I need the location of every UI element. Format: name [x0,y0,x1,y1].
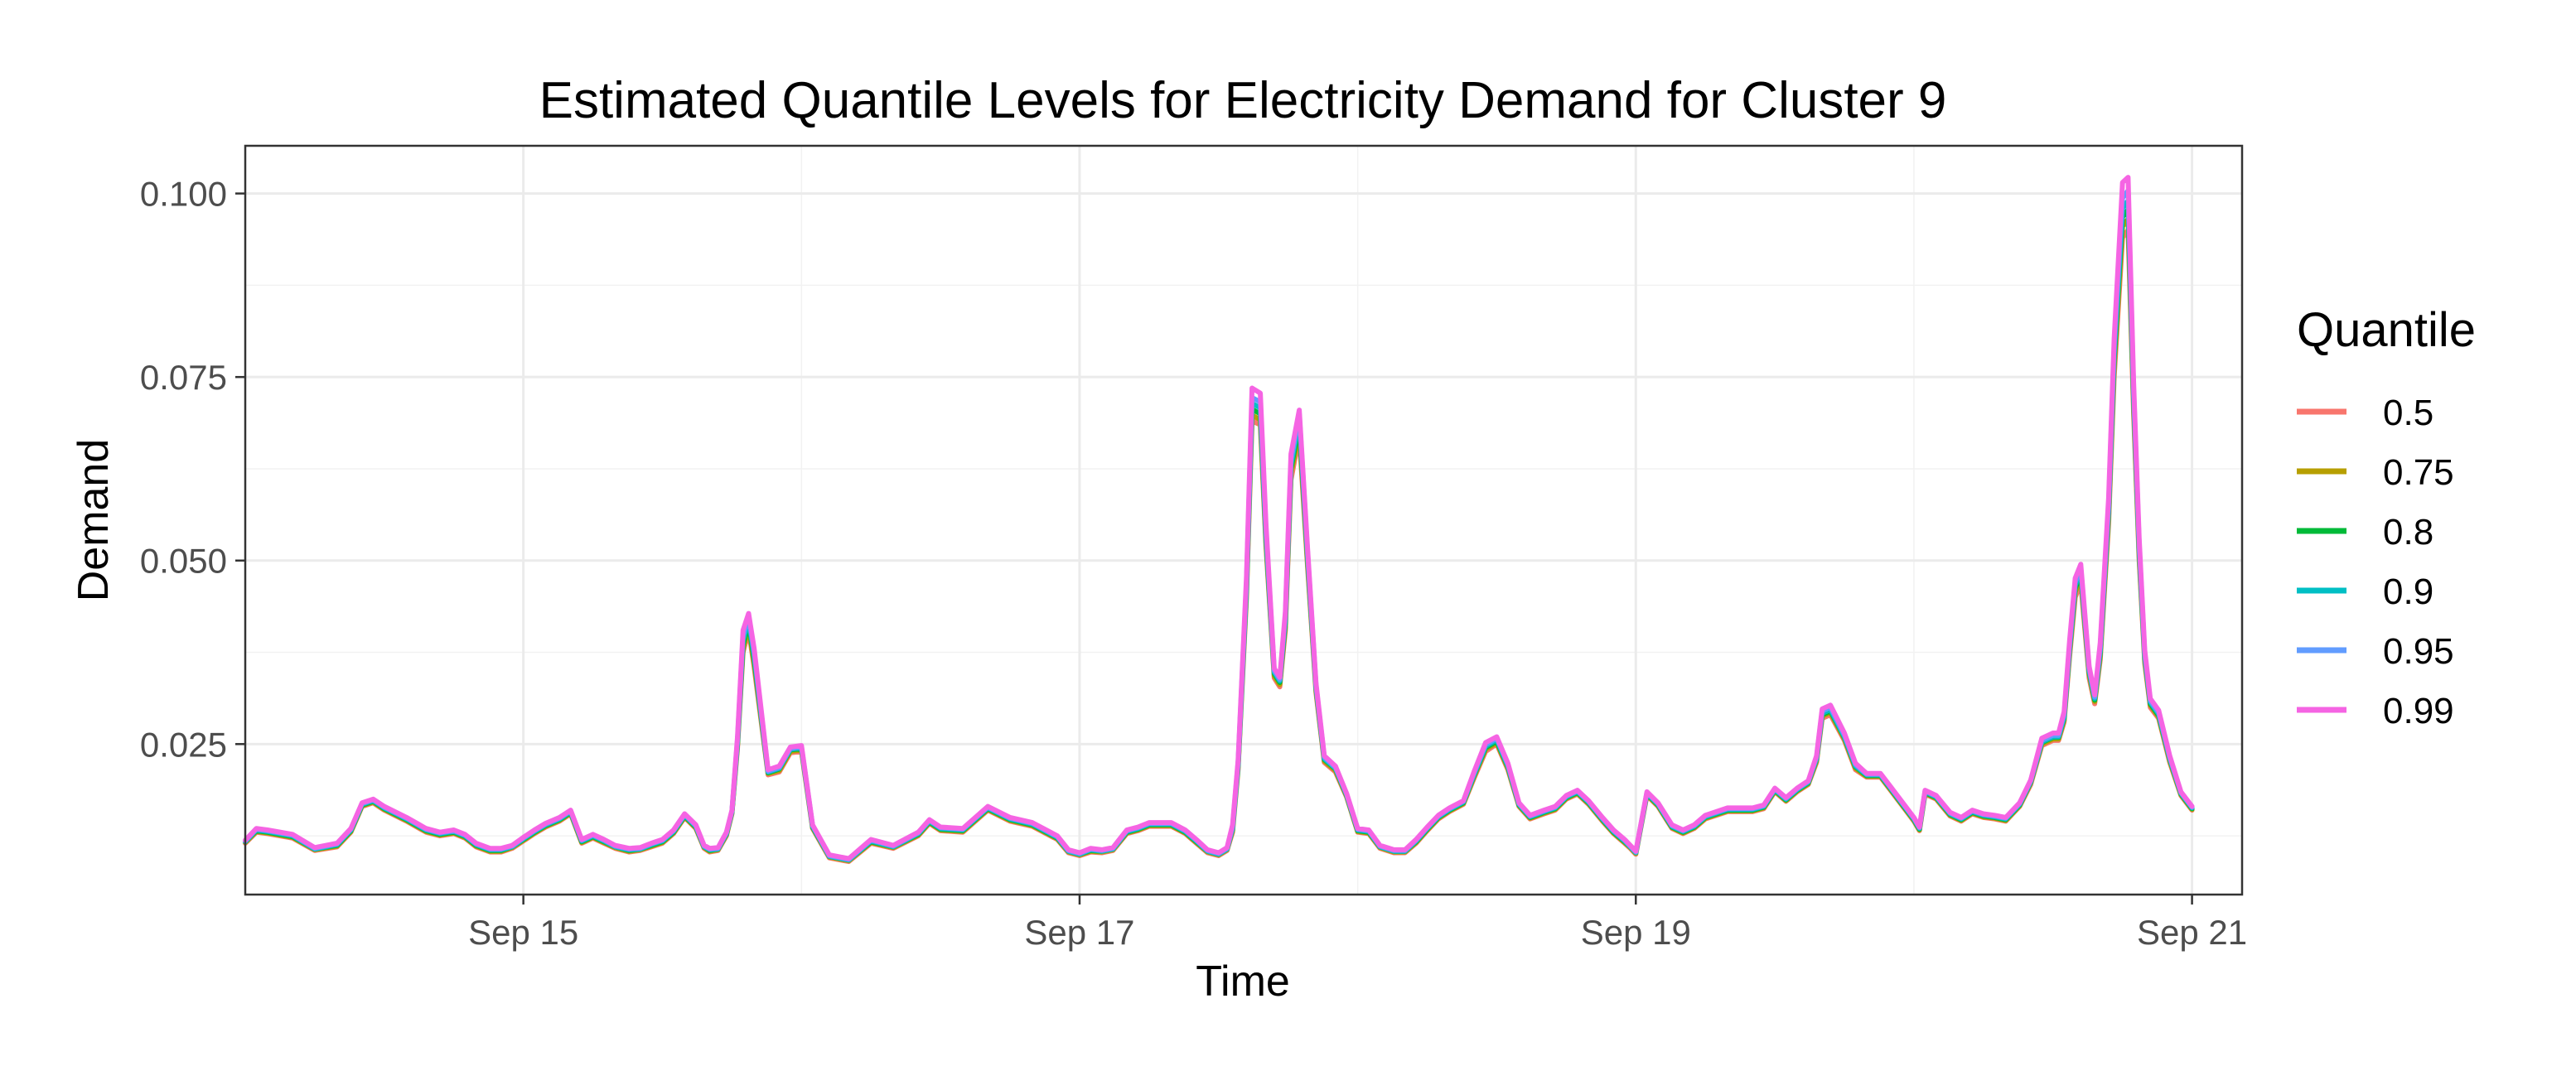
y-tick-label: 0.100 [140,175,227,214]
series-line-q0-99 [243,175,2195,861]
x-tick-label: Sep 19 [1581,913,1691,952]
legend-title: Quantile [2297,303,2476,357]
y-tick-label: 0.075 [140,358,227,397]
x-tick-label: Sep 15 [468,913,578,952]
legend-items: 0.5 0.75 0.8 0.9 0.95 0.99 [2297,393,2454,731]
series-lines [243,175,2195,865]
plot-panel-border [244,144,2244,896]
legend-label-q0-5: 0.5 [2383,393,2433,433]
x-axis-title: Time [1196,958,1290,1006]
legend-label-q0-75: 0.75 [2383,452,2454,493]
chart-title: Estimated Quantile Levels for Electricit… [539,72,1947,129]
y-axis-title: Demand [70,439,118,602]
plot-panel-background [245,146,2242,895]
legend-label-q0-95: 0.95 [2383,631,2454,672]
y-tick-label: 0.025 [140,725,227,764]
legend-label-q0-8: 0.8 [2383,512,2433,552]
legend-label-q0-9: 0.9 [2383,572,2433,612]
x-tick-label: Sep 17 [1024,913,1134,952]
plot-panel [243,144,2244,896]
x-axis: Sep 15 Sep 17 Sep 19 Sep 21 [468,895,2247,952]
legend: Quantile 0.5 0.75 0.8 0.9 0.95 0.99 [2297,303,2476,731]
legend-label-q0-99: 0.99 [2383,691,2454,731]
x-tick-label: Sep 21 [2137,913,2247,952]
y-axis: 0.025 0.050 0.075 0.100 [140,175,245,764]
grid-major [245,146,2242,895]
y-tick-label: 0.050 [140,542,227,581]
